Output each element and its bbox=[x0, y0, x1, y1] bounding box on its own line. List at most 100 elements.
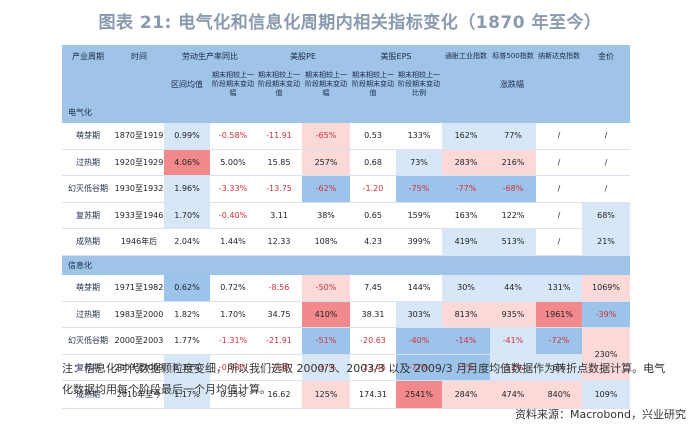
value-cell: 133% bbox=[396, 123, 443, 150]
subheader-d5: 期末相较上一阶段期末变动比例 bbox=[396, 67, 443, 101]
value-cell: 159% bbox=[396, 202, 443, 229]
header-gold: 金价 bbox=[582, 45, 631, 67]
stage-cell: 幻灭低谷期 bbox=[62, 327, 114, 355]
header-sp500: 标普500指数 bbox=[490, 45, 537, 67]
stage-cell: 过热期 bbox=[62, 301, 114, 328]
header-period: 时间 bbox=[114, 45, 164, 67]
value-cell: -41% bbox=[490, 327, 537, 355]
value-cell: 16.62 bbox=[256, 380, 302, 409]
table-row: 成熟期 1946年后 2.04% 1.44% 12.33 108% 4.23 399% 419%… bbox=[62, 228, 631, 256]
value-cell: 216% bbox=[490, 149, 537, 176]
value-cell: 813% bbox=[442, 301, 491, 328]
stage-cell: 成熟期 bbox=[62, 380, 114, 409]
value-cell: -7.99 bbox=[256, 354, 302, 381]
value-cell: 7.45 bbox=[350, 275, 397, 302]
value-cell: 2.04% bbox=[164, 228, 210, 256]
value-cell: 3.11 bbox=[256, 202, 302, 229]
header-labor: 劳动生产率同比 bbox=[164, 45, 256, 67]
value-cell: -20.63 bbox=[350, 327, 397, 355]
page-title: 图表 21: 电气化和信息化周期内相关指标变化（1870 年至今） bbox=[98, 13, 602, 33]
value-cell: 419% bbox=[442, 228, 491, 256]
value-cell: -50% bbox=[302, 275, 351, 302]
value-cell: 513% bbox=[490, 228, 537, 256]
subheader-avg: 区间均值 bbox=[164, 67, 210, 101]
value-cell: 38.31 bbox=[350, 301, 397, 328]
table-row: 幻灭低谷期 1930至1932 1.96% -3.33% -13.75 -62% -1.20… bbox=[62, 175, 631, 203]
period-cell: 1933至1946 bbox=[114, 202, 164, 229]
value-cell: -1.20 bbox=[350, 175, 397, 203]
stage-cell: 复苏期 bbox=[62, 354, 114, 381]
value-cell: -13.75 bbox=[256, 175, 302, 203]
value-cell: 34.75 bbox=[256, 301, 302, 328]
value-cell: / bbox=[582, 175, 631, 203]
header-rate: 纳斯达克指数 bbox=[536, 45, 583, 67]
subheader-d1: 期末相较上一阶段期末变动幅 bbox=[210, 67, 256, 101]
value-cell: / bbox=[536, 149, 583, 176]
value-cell: -77% bbox=[396, 354, 443, 381]
value-cell: -23.46 bbox=[350, 354, 397, 381]
period-cell: 1971至1982 bbox=[114, 275, 164, 302]
source-note: 资料来源：Macrobond，兴业研究 bbox=[515, 408, 686, 421]
stage-cell: 萌芽期 bbox=[62, 123, 114, 150]
value-cell: 2541% bbox=[396, 380, 443, 409]
value-cell: 303% bbox=[396, 301, 443, 328]
value-cell: -51% bbox=[302, 327, 351, 355]
value-cell: -3.33% bbox=[210, 175, 256, 203]
stage-cell: 复苏期 bbox=[62, 202, 114, 229]
value-cell: 1.77% bbox=[164, 327, 210, 355]
table-row: 萌芽期 1870至1919 0.99% -0.58% -11.91 -65% 0.53 133… bbox=[62, 123, 631, 150]
footnote: 注：信息化时代数据颗粒度变细，所以我们选取 2000/3、2003/3 以及 2… bbox=[62, 362, 666, 396]
table-row: 过热期 1920至1929 4.06% 5.00% 15.85 257% 0.68 73% 28… bbox=[62, 149, 631, 176]
value-cell: 12.33 bbox=[256, 228, 302, 256]
value-cell: / bbox=[582, 149, 631, 176]
value-cell: -62% bbox=[302, 175, 351, 203]
value-cell: 38% bbox=[302, 202, 351, 229]
value-cell: 1.17% bbox=[164, 380, 210, 409]
value-cell: 0.65 bbox=[350, 202, 397, 229]
value-cell: 230% bbox=[582, 327, 631, 381]
value-cell: 131% bbox=[536, 275, 583, 302]
value-cell: -11% bbox=[490, 354, 537, 381]
indicator-table: 产业周期 时间 劳动生产率同比 美股PE 美股EPS 通胀工业指数 标普500指… bbox=[62, 45, 631, 409]
value-cell: 1.44% bbox=[210, 228, 256, 256]
value-cell: -14% bbox=[442, 327, 491, 355]
value-cell: 0.68 bbox=[350, 149, 397, 176]
value-cell: 144% bbox=[396, 275, 443, 302]
value-cell: 6% bbox=[536, 354, 583, 381]
value-cell: -0.38% bbox=[210, 354, 256, 381]
header-stage: 产业周期 bbox=[62, 45, 114, 67]
period-cell: 2000至2003 bbox=[114, 327, 164, 355]
value-cell: 1961% bbox=[536, 301, 583, 328]
subheader-d4: 期末相较上一阶段期末变动值 bbox=[350, 67, 397, 101]
value-cell: 109% bbox=[582, 380, 631, 409]
value-cell: 4.23 bbox=[350, 228, 397, 256]
value-cell: -5% bbox=[442, 354, 491, 381]
value-cell: 15.85 bbox=[256, 149, 302, 176]
value-cell: -72% bbox=[536, 327, 583, 355]
value-cell: -0.58% bbox=[210, 123, 256, 150]
value-cell: / bbox=[536, 123, 583, 150]
value-cell: 73% bbox=[396, 149, 443, 176]
period-cell: 1870至1919 bbox=[114, 123, 164, 150]
value-cell: -68% bbox=[490, 175, 537, 203]
value-cell: / bbox=[536, 228, 583, 256]
value-cell: -0.40% bbox=[210, 202, 256, 229]
value-cell: / bbox=[536, 175, 583, 203]
value-cell: -11.91 bbox=[256, 123, 302, 150]
value-cell: -21.91 bbox=[256, 327, 302, 355]
value-cell: 30% bbox=[442, 275, 491, 302]
value-cell: 163% bbox=[442, 202, 491, 229]
value-cell: 0.72% bbox=[210, 275, 256, 302]
period-cell: 1983至2000 bbox=[114, 301, 164, 328]
value-cell: 21% bbox=[582, 228, 631, 256]
value-cell: -8.56 bbox=[256, 275, 302, 302]
subheader-d3: 期末相较上一阶段期末变动幅 bbox=[302, 67, 351, 101]
period-cell: 2003至2009 bbox=[114, 354, 164, 381]
header-pe: 美股PE bbox=[256, 45, 351, 67]
value-cell: 0.62% bbox=[164, 275, 210, 302]
value-cell: 162% bbox=[442, 123, 491, 150]
period-cell: 2010年至今 bbox=[114, 380, 164, 409]
value-cell: -77% bbox=[442, 175, 491, 203]
stage-cell: 幻灭低谷期 bbox=[62, 175, 114, 203]
value-cell: -40% bbox=[396, 327, 443, 355]
